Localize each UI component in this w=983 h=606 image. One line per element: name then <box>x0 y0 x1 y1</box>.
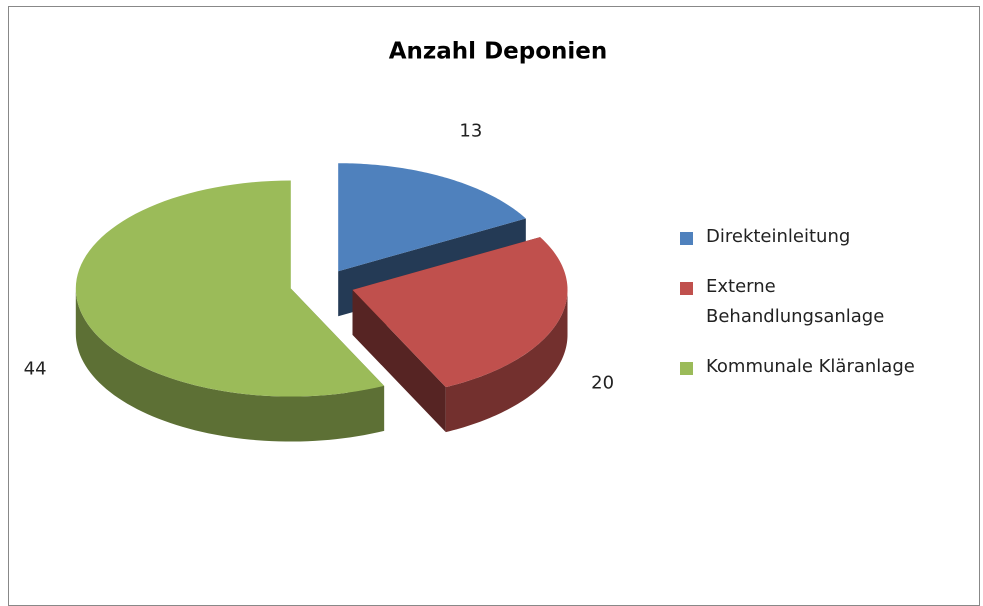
legend-swatch <box>680 362 693 375</box>
data-label: 44 <box>24 359 47 380</box>
legend-item: Direkteinleitung <box>680 222 956 252</box>
legend-label: Externe Behandlungsanlage <box>706 276 885 327</box>
legend-item: Externe Behandlungsanlage <box>680 272 956 332</box>
slice-cut-face <box>352 289 446 433</box>
slice <box>338 163 526 272</box>
legend-swatch <box>680 232 693 245</box>
data-label: 13 <box>459 120 482 141</box>
data-label: 20 <box>591 373 614 394</box>
legend: Direkteinleitung Externe Behandlungsanlag… <box>680 222 970 402</box>
legend-label: Direkteinleitung <box>706 226 851 247</box>
legend-label: Kommunale Kläranlage <box>706 356 915 377</box>
legend-swatch <box>680 282 693 295</box>
legend-item: Kommunale Kläranlage <box>680 352 956 382</box>
slice-side <box>445 289 568 433</box>
slice <box>352 237 568 388</box>
chart-title: Anzahl Deponien <box>389 39 608 65</box>
slice-side <box>75 288 385 442</box>
slice <box>75 180 385 397</box>
